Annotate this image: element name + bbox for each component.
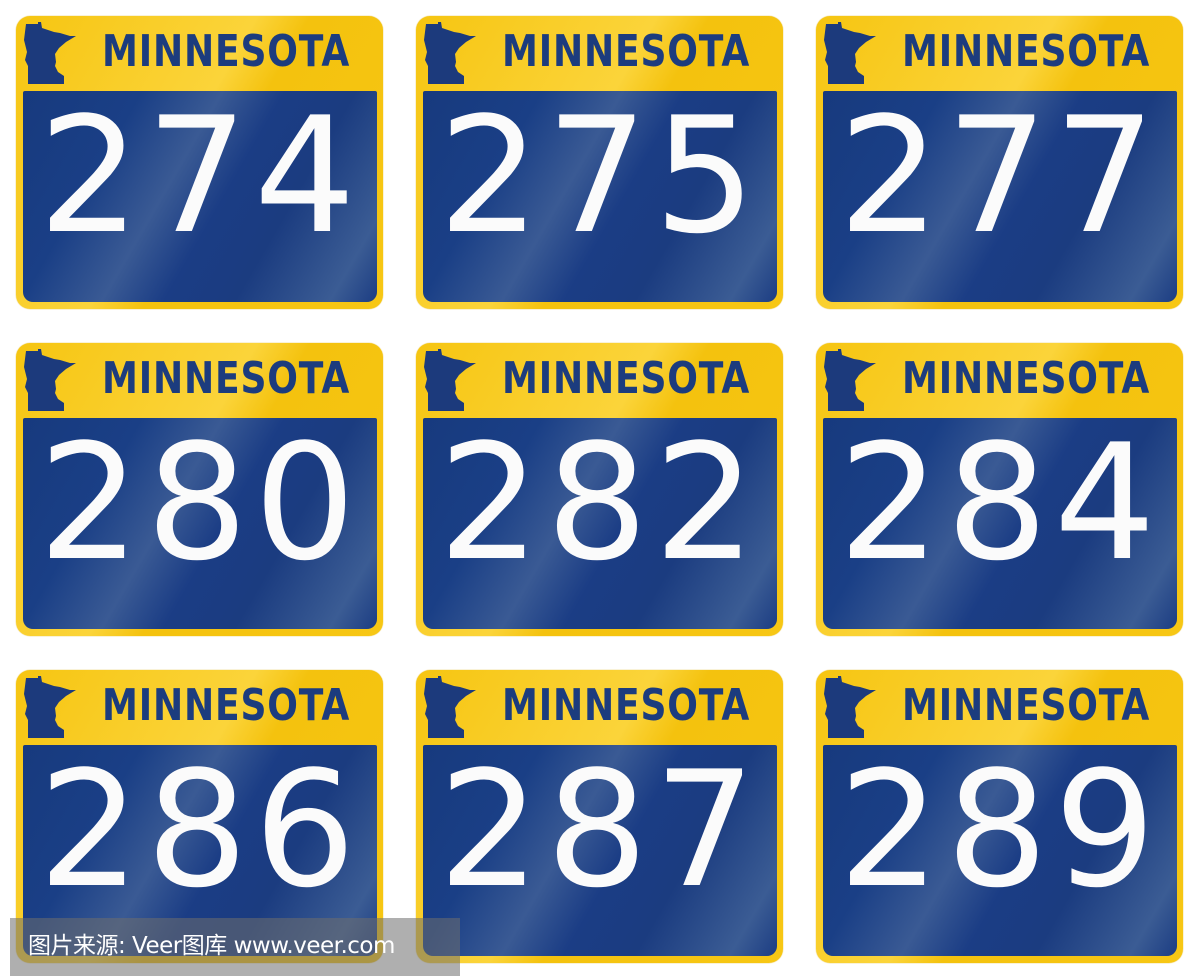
- route-shield: MINNESOTA 277: [816, 16, 1183, 309]
- route-number: 284: [838, 430, 1162, 576]
- sign-header: MINNESOTA: [816, 343, 1183, 417]
- state-name: MINNESOTA: [502, 26, 751, 77]
- minnesota-silhouette-icon: [424, 22, 476, 84]
- route-number: 275: [438, 103, 762, 249]
- sign-header: MINNESOTA: [416, 16, 783, 90]
- minnesota-silhouette-icon: [24, 22, 76, 84]
- sign-header: MINNESOTA: [816, 670, 1183, 744]
- minnesota-silhouette-icon: [24, 676, 76, 738]
- minnesota-silhouette-icon: [24, 349, 76, 411]
- route-shield: MINNESOTA 282: [416, 343, 783, 636]
- state-name: MINNESOTA: [902, 353, 1151, 404]
- route-shield: MINNESOTA 289: [816, 670, 1183, 963]
- route-shield: MINNESOTA 274: [16, 16, 383, 309]
- sign-header: MINNESOTA: [416, 343, 783, 417]
- minnesota-silhouette-icon: [824, 349, 876, 411]
- minnesota-silhouette-icon: [424, 349, 476, 411]
- minnesota-silhouette-icon: [824, 676, 876, 738]
- route-number: 280: [38, 430, 362, 576]
- watermark-text: 图片来源: Veer图库 www.veer.com: [28, 933, 395, 959]
- route-number: 282: [438, 430, 762, 576]
- route-shield: MINNESOTA 275: [416, 16, 783, 309]
- state-name: MINNESOTA: [502, 680, 751, 731]
- route-number: 289: [838, 757, 1162, 903]
- route-number: 277: [838, 103, 1162, 249]
- route-panel: 277: [823, 91, 1177, 302]
- state-name: MINNESOTA: [502, 353, 751, 404]
- route-panel: 274: [23, 91, 377, 302]
- sign-header: MINNESOTA: [16, 16, 383, 90]
- route-shield: MINNESOTA 280: [16, 343, 383, 636]
- route-panel: 280: [23, 418, 377, 629]
- minnesota-silhouette-icon: [824, 22, 876, 84]
- sign-header: MINNESOTA: [416, 670, 783, 744]
- route-number: 286: [38, 757, 362, 903]
- route-panel: 287: [423, 745, 777, 956]
- state-name: MINNESOTA: [102, 680, 351, 731]
- state-name: MINNESOTA: [902, 26, 1151, 77]
- sign-grid: MINNESOTA 274 MINNESOTA 275 MINNESOTA 27…: [16, 16, 1183, 963]
- route-panel: 289: [823, 745, 1177, 956]
- route-number: 287: [438, 757, 762, 903]
- sign-header: MINNESOTA: [16, 670, 383, 744]
- sign-header: MINNESOTA: [816, 16, 1183, 90]
- route-shield: MINNESOTA 287: [416, 670, 783, 963]
- route-panel: 284: [823, 418, 1177, 629]
- sign-header: MINNESOTA: [16, 343, 383, 417]
- route-panel: 282: [423, 418, 777, 629]
- route-panel: 275: [423, 91, 777, 302]
- route-number: 274: [38, 103, 362, 249]
- watermark-banner: 图片来源: Veer图库 www.veer.com: [10, 918, 460, 976]
- minnesota-silhouette-icon: [424, 676, 476, 738]
- state-name: MINNESOTA: [902, 680, 1151, 731]
- state-name: MINNESOTA: [102, 353, 351, 404]
- route-shield: MINNESOTA 284: [816, 343, 1183, 636]
- state-name: MINNESOTA: [102, 26, 351, 77]
